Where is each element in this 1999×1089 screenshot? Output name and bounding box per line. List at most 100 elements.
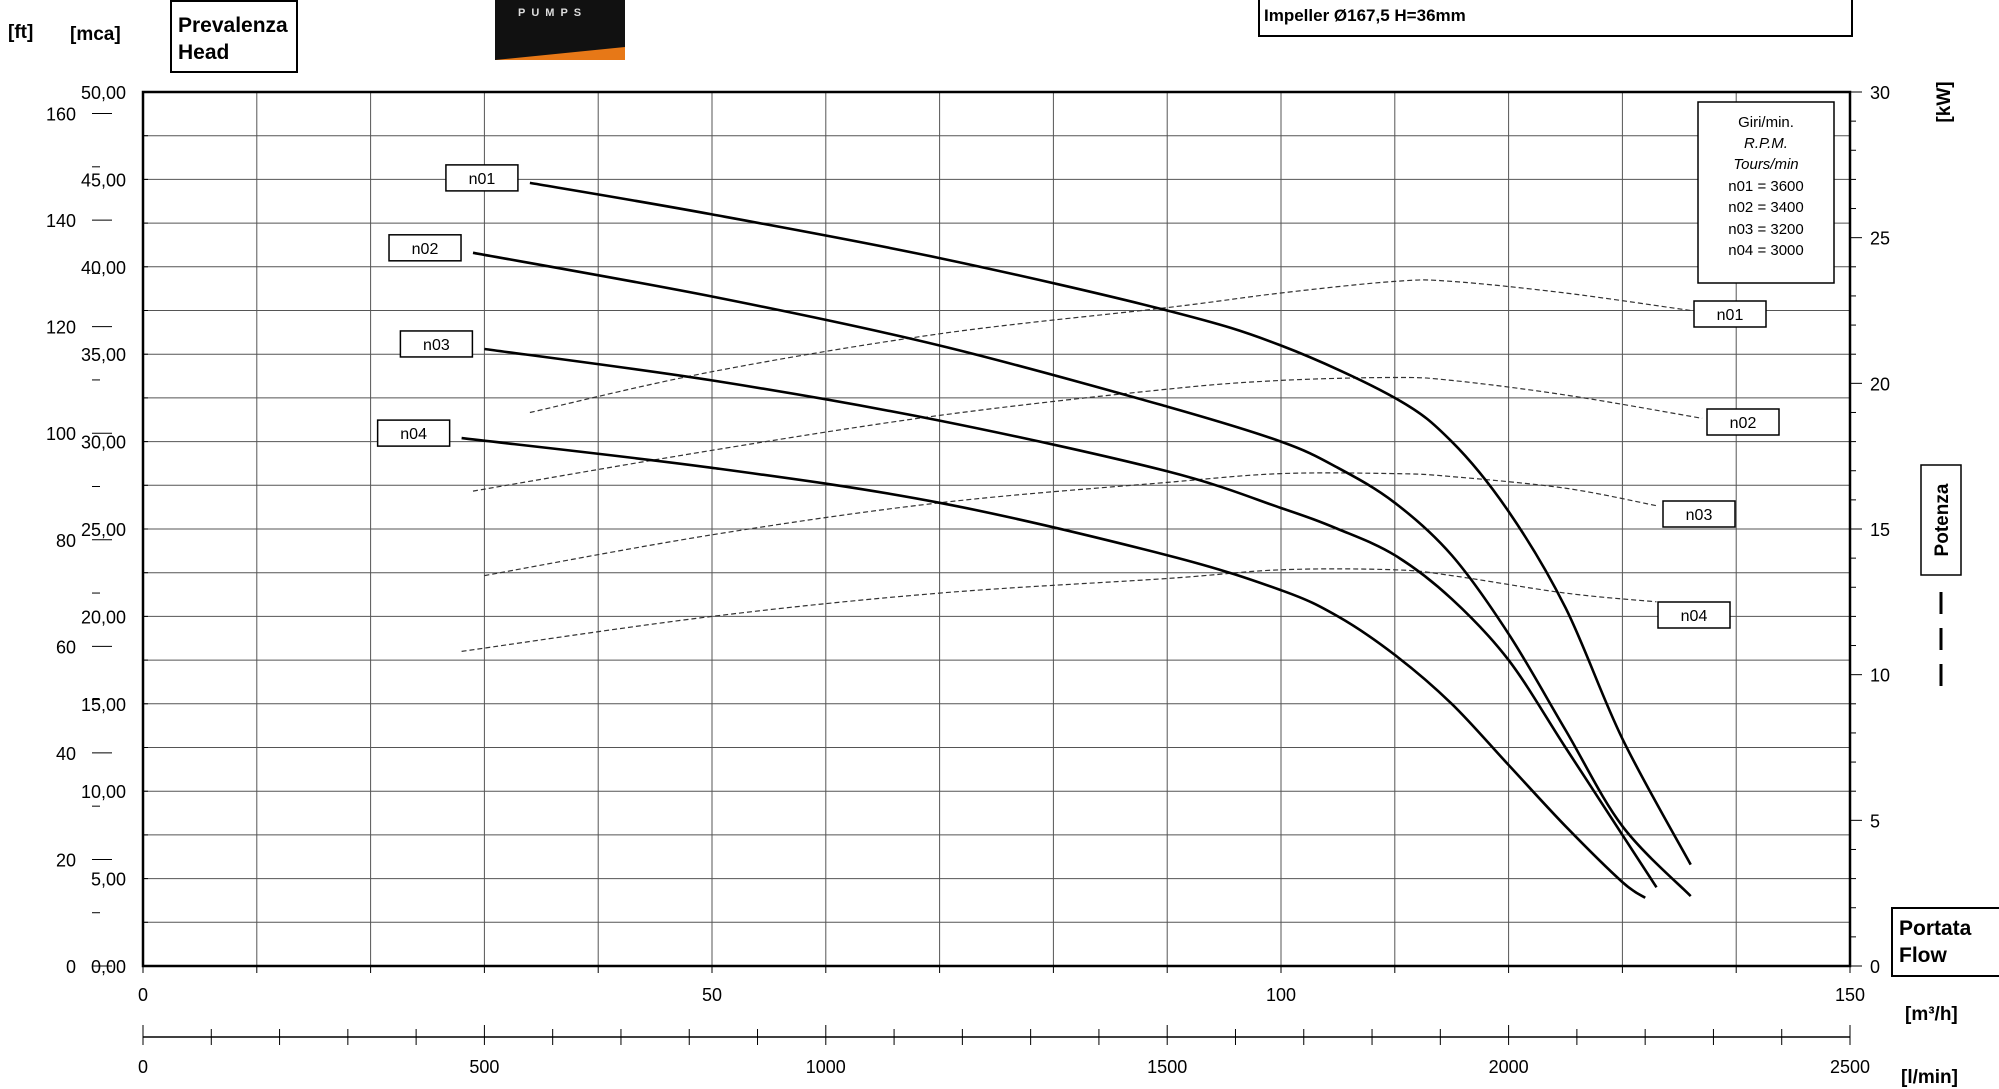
lmin-tick-label: 0 xyxy=(138,1057,148,1077)
kw-tick-label: 20 xyxy=(1870,374,1890,394)
ft-tick-label: 160 xyxy=(46,105,76,125)
power-label-n03-text: n03 xyxy=(1686,507,1713,524)
mca-unit-label: [mca] xyxy=(70,24,121,45)
power-label: Potenza xyxy=(1932,483,1953,556)
power-label-n03-box xyxy=(1662,500,1736,528)
rpm-line: n02 = 3400 xyxy=(1728,199,1804,216)
head-label-n03-text: n03 xyxy=(423,337,450,354)
ft-tick-label: 20 xyxy=(56,850,76,870)
logo-stripe xyxy=(495,47,625,60)
mca-tick-label: 40,00 xyxy=(81,258,126,278)
lmin-tick-label: 2500 xyxy=(1830,1057,1870,1077)
power-label-n04-text: n04 xyxy=(1681,608,1708,625)
head-title-it: Prevalenza xyxy=(178,14,288,37)
power-label-n03: n03 xyxy=(1662,500,1736,528)
power-label-n04-box xyxy=(1657,601,1731,629)
kw-unit-label: [kW] xyxy=(1934,81,1955,122)
power-curve-n01 xyxy=(529,279,1691,414)
head-curve-n03 xyxy=(484,347,1658,889)
rpm-line: n04 = 3000 xyxy=(1728,242,1804,259)
head-label-n03-box xyxy=(399,330,474,358)
m3h-tick-label: 150 xyxy=(1835,985,1865,1005)
head-curve-n04 xyxy=(461,436,1646,899)
ft-tick-label: 0 xyxy=(66,957,76,977)
flow-title-box: Portata Flow xyxy=(1891,907,1999,977)
power-label-n04: n04 xyxy=(1657,601,1731,629)
mca-tick-label: 15,00 xyxy=(81,695,126,715)
power-curve-n04 xyxy=(461,568,1657,652)
power-label-n01: n01 xyxy=(1693,300,1767,328)
power-legend: Potenza xyxy=(1920,464,1962,700)
head-curve-n02 xyxy=(472,251,1692,898)
lmin-tick-label: 1000 xyxy=(806,1057,846,1077)
power-label-n02-box xyxy=(1706,408,1780,436)
rpm-line: Tours/min xyxy=(1733,156,1798,173)
head-curves xyxy=(461,181,1692,899)
head-label-n03: n03 xyxy=(399,330,474,358)
rpm-line: Giri/min. xyxy=(1738,114,1794,131)
ft-unit-label: [ft] xyxy=(8,22,33,43)
flow-title-en: Flow xyxy=(1899,944,1947,967)
mca-tick-label: 20,00 xyxy=(81,607,126,627)
head-label-n02-text: n02 xyxy=(412,241,439,258)
mca-tick-label: 10,00 xyxy=(81,782,126,802)
lmin-tick-label: 1500 xyxy=(1147,1057,1187,1077)
brand-logo: PUMPS xyxy=(495,0,625,60)
power-curve-n03 xyxy=(484,472,1657,577)
curve-labels: n01 n02 n03 n04 n01 n02 n03 n04 xyxy=(376,164,1780,629)
m3h-unit-label: [m³/h] xyxy=(1905,1004,1958,1025)
kw-tick-label: 15 xyxy=(1870,520,1890,540)
ft-tick-label: 80 xyxy=(56,531,76,551)
power-label-n01-text: n01 xyxy=(1717,307,1744,324)
head-curve-n01 xyxy=(529,181,1692,866)
power-label-n02: n02 xyxy=(1706,408,1780,436)
kw-tick-label: 10 xyxy=(1870,666,1890,686)
mca-tick-label: 25,00 xyxy=(81,520,126,540)
power-curves xyxy=(461,279,1703,652)
m3h-tick-label: 100 xyxy=(1266,985,1296,1005)
mca-tick-label: 30,00 xyxy=(81,433,126,453)
lmin-unit-label: [l/min] xyxy=(1901,1067,1958,1088)
ft-tick-label: 60 xyxy=(56,637,76,657)
rpm-line: n03 = 3200 xyxy=(1728,221,1804,238)
m3h-tick-label: 50 xyxy=(702,985,722,1005)
head-label-n01-box xyxy=(445,164,519,192)
rpm-legend-box: Giri/min. R.P.M. Tours/min n01 = 3600 n0… xyxy=(1697,101,1835,284)
mca-tick-label: 50,00 xyxy=(81,83,126,103)
mca-tick-label: 0,00 xyxy=(91,957,126,977)
head-title-box: Prevalenza Head xyxy=(170,0,298,73)
mca-tick-label: 45,00 xyxy=(81,170,126,190)
head-title-en: Head xyxy=(178,41,230,64)
power-curve-n02 xyxy=(472,376,1703,492)
head-label-n04: n04 xyxy=(376,419,451,447)
ft-tick-label: 140 xyxy=(46,211,76,231)
head-label-n02: n02 xyxy=(388,234,462,262)
head-label-n04-text: n04 xyxy=(400,426,427,443)
power-label-n01-box xyxy=(1693,300,1767,328)
head-label-n04-box xyxy=(376,419,451,447)
ft-tick-label: 100 xyxy=(46,424,76,444)
rpm-line: n01 = 3600 xyxy=(1728,178,1804,195)
flow-title-it: Portata xyxy=(1899,917,1972,940)
kw-tick-label: 0 xyxy=(1870,957,1880,977)
mca-tick-label: 5,00 xyxy=(91,870,126,890)
rpm-line: R.P.M. xyxy=(1744,135,1788,152)
m3h-tick-label: 0 xyxy=(138,985,148,1005)
logo-text: PUMPS xyxy=(518,7,588,19)
impeller-info-box: Impeller Ø167,5 H=36mm xyxy=(1258,0,1853,37)
head-label-n01-text: n01 xyxy=(469,171,496,188)
head-label-n02-box xyxy=(388,234,462,262)
ft-tick-label: 120 xyxy=(46,318,76,338)
head-label-n01: n01 xyxy=(445,164,519,192)
power-label-n02-text: n02 xyxy=(1730,415,1757,432)
kw-tick-label: 30 xyxy=(1870,83,1890,103)
lmin-tick-label: 500 xyxy=(469,1057,499,1077)
ft-tick-label: 40 xyxy=(56,744,76,764)
kw-tick-label: 5 xyxy=(1870,811,1880,831)
impeller-text: Impeller Ø167,5 H=36mm xyxy=(1264,6,1466,25)
lmin-tick-label: 2000 xyxy=(1489,1057,1529,1077)
chart-axes: 0,00 5,00 10,00 15,00 20,00 25,00 30,00 35,00 40… xyxy=(46,83,1890,1077)
kw-tick-label: 25 xyxy=(1870,229,1890,249)
chart-grid xyxy=(143,92,1850,966)
